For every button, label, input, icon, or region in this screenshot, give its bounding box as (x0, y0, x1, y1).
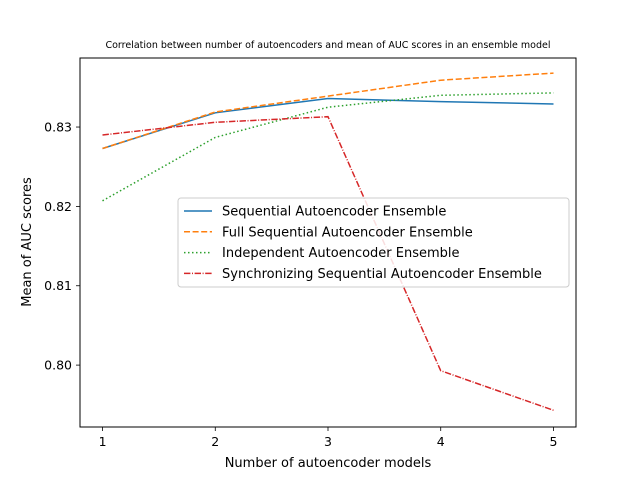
x-tick-label: 3 (324, 434, 332, 449)
y-tick-label: 0.80 (44, 358, 72, 373)
y-axis-label: Mean of AUC scores (20, 177, 35, 307)
x-tick-label: 5 (549, 434, 557, 449)
legend: Sequential Autoencoder Ensemble Full Sequ… (177, 197, 570, 288)
series-line-full-sequential-autoencoder-ensemble (102, 72, 554, 150)
y-tick-label: 0.82 (44, 199, 72, 214)
plot-lines (102, 72, 554, 412)
chart-title: Correlation between number of autoencode… (105, 40, 550, 51)
series-line-independent-autoencoder-ensemble (102, 92, 554, 202)
series-line-sequential-autoencoder-ensemble (102, 97, 554, 150)
series-line-synchronizing-sequential-autoencoder-ensemble (102, 115, 554, 412)
legend-label: Full Sequential Autoencoder Ensemble (222, 225, 473, 240)
x-tick-label: 4 (437, 434, 445, 449)
legend-box (177, 197, 570, 288)
y-tick-label: 0.83 (44, 120, 72, 135)
legend-label: Independent Autoencoder Ensemble (222, 246, 460, 261)
legend-label: Sequential Autoencoder Ensemble (222, 205, 446, 220)
x-axis-label: Number of autoencoder models (225, 456, 432, 471)
x-tick-label: 2 (211, 434, 219, 449)
x-axis: 1 2 3 4 5 (99, 427, 557, 449)
x-tick-label: 1 (99, 434, 107, 449)
y-tick-label: 0.81 (44, 278, 72, 293)
y-axis: 0.80 0.81 0.82 0.83 (44, 120, 80, 373)
legend-label: Synchronizing Sequential Autoencoder Ens… (222, 267, 542, 282)
